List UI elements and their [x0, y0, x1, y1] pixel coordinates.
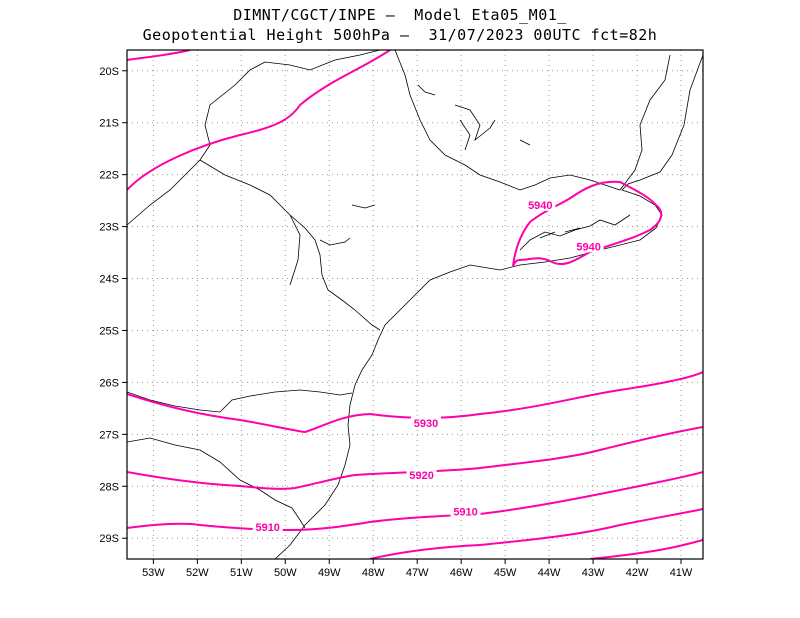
y-tick-label: 23S [99, 222, 119, 234]
y-tick-label: 28S [99, 481, 119, 493]
x-tick-label: 52W [186, 567, 209, 579]
lake-detail-5 [519, 139, 531, 146]
contour-label: 5920 [409, 470, 433, 482]
y-tick-label: 26S [99, 377, 119, 389]
contour-label-bg [450, 504, 481, 518]
contour-label: 5930 [414, 418, 438, 430]
contour-5920 [127, 426, 703, 490]
lake-detail-3 [351, 204, 376, 209]
contour-label-bg [410, 415, 441, 429]
state-border-mg-es [394, 50, 621, 191]
lake-detail-2 [417, 84, 436, 96]
contour-5900 [369, 508, 703, 559]
y-tick-label: 21S [99, 118, 119, 130]
lake-detail-4 [319, 237, 351, 246]
title-line-2: Geopotential Height 500hPa – 31/07/2023 … [142, 26, 658, 44]
contour-label: 5940 [528, 200, 552, 212]
contour-labels: 5940 5940 5930 5920 5910 5910 [252, 197, 604, 534]
bay-detail [519, 214, 631, 251]
state-border-pr-sc [127, 389, 353, 413]
x-tick-label: 51W [230, 567, 253, 579]
map-frame [126, 49, 704, 560]
lake-detail-1 [454, 104, 496, 151]
grid-lines [127, 50, 703, 559]
coastline-borders [127, 50, 703, 559]
title-line-1: DIMNT/CGCT/INPE – Model Eta05_M01_ [233, 6, 567, 24]
x-tick-label: 45W [494, 567, 517, 579]
y-tick-label: 24S [99, 274, 119, 286]
ms-pr-border [289, 214, 301, 286]
contour-5950-b [127, 50, 391, 191]
contour-5910 [127, 471, 703, 532]
state-border-sc-rs [127, 437, 306, 529]
x-axis: 53W 52W 51W 50W 49W 48W 47W 46W 45W 44W 43W 42W 41W [142, 559, 693, 579]
contour-label-bg [573, 239, 604, 253]
x-tick-label: 43W [582, 567, 605, 579]
y-tick-label: 25S [99, 325, 119, 337]
x-tick-label: 44W [538, 567, 561, 579]
contour-5950-top [127, 50, 191, 61]
coastline [274, 54, 703, 559]
contour-label-bg [252, 519, 283, 533]
contour-label: 5940 [576, 241, 600, 253]
y-tick-label: 22S [99, 170, 119, 182]
state-border-mg-rj [619, 54, 671, 191]
y-tick-label: 29S [99, 533, 119, 545]
contour-label: 5910 [453, 506, 477, 518]
x-tick-label: 41W [670, 567, 693, 579]
x-tick-label: 47W [406, 567, 429, 579]
y-tick-label: 20S [99, 66, 119, 78]
contour-label-bg [406, 467, 437, 481]
x-tick-label: 46W [450, 567, 473, 579]
y-tick-label: 27S [99, 429, 119, 441]
contour-5930 [127, 371, 703, 434]
state-border-mg-sp [127, 50, 381, 226]
state-border-sp-pr [199, 159, 381, 331]
contour-5890 [589, 539, 703, 559]
x-tick-label: 48W [362, 567, 385, 579]
contour-label-bg [525, 197, 556, 211]
x-tick-label: 49W [318, 567, 341, 579]
contour-lines [127, 50, 703, 559]
x-tick-label: 53W [142, 567, 165, 579]
x-tick-label: 50W [274, 567, 297, 579]
contour-label: 5910 [255, 522, 279, 534]
y-axis: 20S 21S 22S 23S 24S 25S 26S 27S 28S 29S [99, 66, 127, 545]
x-tick-label: 42W [626, 567, 649, 579]
